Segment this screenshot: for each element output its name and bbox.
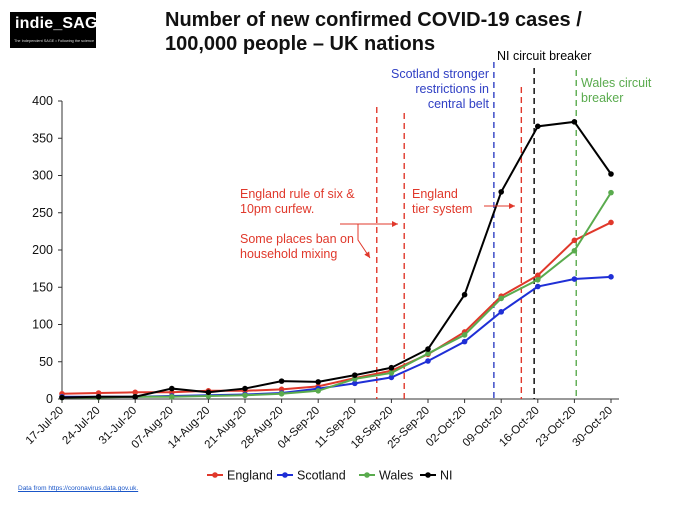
- data-point-wales: [425, 350, 431, 357]
- chart-title-line-1: Number of new confirmed COVID-19 cases /: [165, 9, 582, 31]
- y-tick-label: 300: [32, 169, 53, 183]
- annotation-scotland-restrictions: Scotland stronger restrictions in central …: [391, 67, 490, 111]
- series-line-ni: [61, 120, 612, 399]
- data-point-england: [571, 237, 578, 244]
- data-point-scotland: [608, 274, 614, 280]
- data-point-ni: [388, 364, 395, 371]
- data-point-scotland: [461, 338, 468, 345]
- data-point-wales: [535, 277, 541, 283]
- data-point-ni: [278, 378, 285, 384]
- data-point-ni: [59, 394, 65, 401]
- data-point-ni: [132, 393, 138, 400]
- data-point-scotland: [571, 276, 578, 282]
- annotation-ni-circuit-breaker-line: NI circuit breaker: [497, 49, 591, 63]
- annotation-scotland-restrictions-line: Scotland stronger: [391, 67, 489, 81]
- annotation-england-tier-system-line: tier system: [412, 202, 472, 216]
- annotation-england-rule-of-six: England rule of six & 10pm curfew. Some p…: [240, 187, 355, 261]
- data-point-scotland: [498, 309, 505, 315]
- data-point-england: [535, 272, 541, 279]
- data-point-ni: [205, 389, 212, 396]
- data-point-ni: [461, 291, 468, 298]
- y-tick-label: 150: [32, 280, 53, 294]
- annotation-arrow-rule-of-six: [340, 223, 371, 259]
- chart-title: Number of new confirmed COVID-19 cases /…: [165, 8, 585, 56]
- y-tick-label: 250: [32, 206, 53, 220]
- data-point-wales: [461, 332, 468, 338]
- data-point-ni: [571, 119, 578, 125]
- legend-marker-ni: [425, 472, 431, 478]
- data-point-wales: [169, 393, 175, 400]
- chart-title-line-2: 100,000 people – UK nations: [165, 33, 436, 55]
- annotation-england-rule-of-six-line: Some places ban on: [240, 232, 354, 246]
- data-point-wales: [571, 247, 578, 254]
- logo-name: indie_SAGE: [15, 15, 109, 32]
- legend-label-scotland: Scotland: [297, 469, 346, 483]
- y-tick-label: 400: [32, 94, 53, 108]
- y-tick-label: 100: [32, 318, 53, 332]
- data-point-scotland: [352, 380, 358, 387]
- data-point-ni: [608, 171, 614, 177]
- data-point-ni: [169, 385, 175, 392]
- legend-marker-england: [212, 472, 218, 478]
- data-point-scotland: [388, 374, 395, 381]
- annotation-england-rule-of-six-line: 10pm curfew.: [240, 202, 314, 216]
- y-tick-label: 0: [46, 392, 53, 406]
- x-tick-label: 30-Oct-20: [570, 405, 615, 450]
- annotation-england-rule-of-six-line: [240, 217, 243, 231]
- annotation-england-rule-of-six-line: England rule of six &: [240, 187, 355, 201]
- data-point-ni: [242, 385, 248, 392]
- x-tick-label: 24-Jul-20: [60, 405, 102, 447]
- annotation-wales-circuit-breaker: Wales circuit breaker: [581, 76, 652, 105]
- x-tick-label: 17-Jul-20: [24, 405, 66, 447]
- data-point-ni: [498, 189, 505, 195]
- indie-sage-logo: indie_SAGE The Independent SAGE • Follow…: [10, 12, 108, 48]
- data-point-england: [608, 219, 614, 226]
- annotation-scotland-restrictions-line: central belt: [428, 97, 490, 111]
- data-source-note: Data from https://coronavirus.data.gov.u…: [18, 485, 139, 492]
- legend-label-ni: NI: [440, 469, 453, 483]
- annotation-wales-circuit-breaker-line: Wales circuit: [581, 76, 652, 90]
- data-point-ni: [425, 346, 431, 352]
- y-tick-label: 350: [32, 131, 53, 145]
- y-tick-label: 200: [32, 243, 53, 257]
- data-point-wales: [315, 388, 322, 394]
- legend-label-england: England: [227, 469, 273, 483]
- annotation-england-tier-system-line: England: [412, 187, 458, 201]
- data-point-wales: [242, 392, 248, 399]
- legend-marker-scotland: [282, 472, 288, 478]
- data-point-scotland: [535, 283, 541, 290]
- annotation-england-rule-of-six-line: household mixing: [240, 247, 337, 261]
- data-point-wales: [278, 390, 285, 397]
- series-line-wales: [62, 192, 612, 399]
- data-point-ni: [352, 372, 358, 378]
- y-tick-label: 50: [39, 355, 53, 369]
- data-point-england: [132, 389, 138, 396]
- logo-tagline: The Independent SAGE • Following the sci…: [14, 39, 95, 43]
- annotation-england-tier-system: England tier system: [412, 187, 472, 216]
- legend-marker-wales: [364, 472, 370, 478]
- legend-label-wales: Wales: [379, 469, 413, 483]
- annotation-ni-circuit-breaker: NI circuit breaker: [497, 49, 591, 63]
- data-point-ni: [95, 393, 102, 400]
- data-point-scotland: [425, 358, 431, 364]
- data-point-wales: [498, 295, 505, 302]
- data-point-ni: [315, 379, 322, 385]
- annotation-scotland-restrictions-line: restrictions in: [415, 82, 489, 96]
- data-point-wales: [608, 189, 614, 196]
- data-point-ni: [535, 123, 541, 130]
- data-point-wales: [388, 370, 395, 376]
- annotation-wales-circuit-breaker-line: breaker: [581, 91, 623, 105]
